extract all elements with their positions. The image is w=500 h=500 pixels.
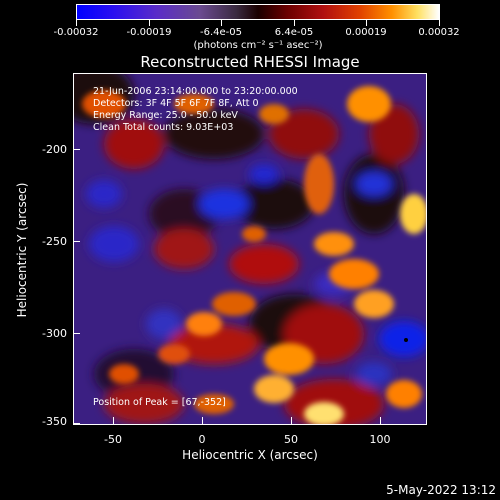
annotation-clean-counts: Clean Total counts: 9.03E+03 [93,122,234,133]
colorbar-tick [366,20,367,26]
colorbar-tick-label: -0.00019 [126,27,172,38]
x-tick-label: -50 [104,433,122,446]
colorbar-tick [221,20,222,26]
colorbar-tick-label: 6.4e-05 [274,27,314,38]
x-axis-tick [113,417,114,424]
y-tick-label: -350 [42,415,67,428]
timestamp: 5-May-2022 13:12 [386,483,496,497]
x-tick-label: 50 [284,433,298,446]
heatmap-canvas [74,74,426,424]
y-tick-label: -300 [42,327,67,340]
colorbar-unit-label: (photons cm⁻² s⁻¹ asec⁻²) [193,40,323,51]
colorbar-tick-label: 0.00019 [345,27,387,38]
colorbar-tick-label: -0.00032 [53,27,99,38]
colorbar [76,4,440,20]
colorbar-tick-label: 0.00032 [418,27,460,38]
x-tick-label: 0 [198,433,206,446]
heatmap-image [73,73,427,425]
annotation-peak-position: Position of Peak = [67,-352] [93,397,226,408]
colorbar-tick [294,20,295,26]
y-tick-label: -200 [42,143,67,156]
annotation-energy-range: Energy Range: 25.0 - 50.0 keV [93,110,238,121]
y-axis-label: Heliocentric Y (arcsec) [15,182,29,318]
x-axis-label: Heliocentric X (arcsec) [182,448,318,462]
annotation-detectors: Detectors: 3F 4F 5F 6F 7F 8F, Att 0 [93,98,259,109]
y-axis-tick [73,149,80,150]
y-axis-tick [73,423,80,424]
x-axis-tick [380,417,381,424]
y-tick-label: -250 [42,235,67,248]
x-axis-tick [291,417,292,424]
y-axis-tick [73,333,80,334]
annotation-time-range: 21-Jun-2006 23:14:00.000 to 23:20:00.000 [93,86,298,97]
x-tick-label: 100 [369,433,391,446]
colorbar-tick-label: -6.4e-05 [200,27,242,38]
colorbar-tick [76,20,77,26]
colorbar-tick [149,20,150,26]
x-axis-tick [202,417,203,424]
y-axis-tick [73,241,80,242]
plot-title: Reconstructed RHESSI Image [140,53,360,71]
colorbar-tick [439,20,440,26]
